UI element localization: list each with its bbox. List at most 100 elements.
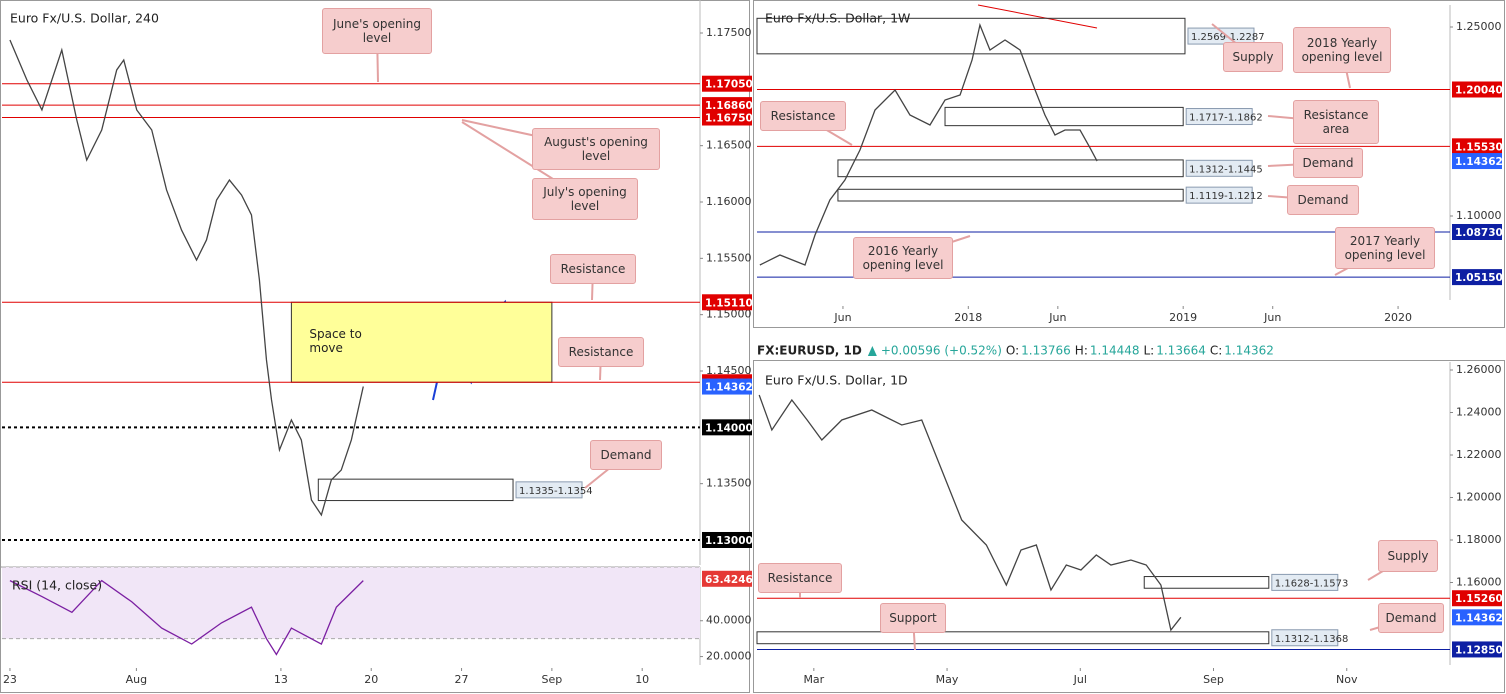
x-tick-label: 20 [364, 673, 378, 686]
callout: Demand [590, 440, 662, 470]
x-tick-label: Jun [1263, 311, 1281, 324]
callout: Demand [1293, 148, 1363, 178]
zone-label-box [1185, 159, 1253, 177]
price-label: 1.14000 [705, 422, 753, 434]
zone-label: 1.1335-1.1354 [519, 486, 593, 497]
y-tick-label: 1.20000 [1456, 490, 1502, 503]
y-tick-label: 1.15500 [706, 251, 752, 264]
x-tick-label: Sep [1203, 673, 1224, 686]
x-tick-label: Jun [1048, 311, 1066, 324]
price-label-box [702, 419, 752, 436]
callout: 2016 Yearly opening level [853, 237, 953, 279]
price-label: 1.17050 [705, 79, 753, 91]
price-label-box [1452, 641, 1502, 658]
panel-border [753, 360, 1505, 693]
price-label: 1.14362 [705, 382, 753, 394]
price-label-box [702, 109, 752, 126]
price-label-box [702, 75, 752, 92]
x-tick-label: 2020 [1384, 311, 1412, 324]
chart-title: Euro Fx/U.S. Dollar, 1W [765, 11, 910, 26]
price-label-box [1452, 153, 1502, 170]
y-tick-label: 1.25000 [1456, 20, 1502, 33]
y-tick-label: 1.14500 [706, 364, 752, 377]
symbol: FX:EURUSD, 1D [757, 344, 862, 358]
x-tick-label: 2018 [954, 311, 982, 324]
x-tick-label: May [936, 673, 959, 686]
price-label-box [1452, 609, 1502, 626]
price-label: 1.15110 [705, 297, 753, 309]
x-tick-label: Sep [542, 673, 563, 686]
x-tick-label: 2019 [1169, 311, 1197, 324]
zone-label-box [1185, 186, 1253, 204]
x-tick-label: Jun [833, 311, 851, 324]
callout: Resistance [760, 101, 846, 131]
callout: 2017 Yearly opening level [1335, 227, 1435, 269]
price-label-box [702, 97, 752, 114]
zone [290, 301, 553, 383]
callout: Resistance area [1293, 100, 1379, 144]
zone-label: 1.1628-1.1573 [1275, 578, 1349, 589]
price-line [758, 394, 1182, 632]
y-tick-label: 1.16500 [706, 139, 752, 152]
price-label-box [1452, 223, 1502, 240]
zone [944, 106, 1184, 127]
x-tick-label: 10 [635, 673, 649, 686]
callout: Resistance [558, 337, 644, 367]
zone-label-box [1271, 629, 1339, 647]
zone-label: 1.1119-1.1212 [1189, 191, 1263, 202]
ohlc-value: 1.13664 [1156, 344, 1206, 358]
chart-title: Euro Fx/U.S. Dollar, 240 [10, 11, 159, 26]
x-tick-label: 13 [274, 673, 288, 686]
price-label: 1.13000 [705, 535, 753, 547]
zone-label: 1.1312-1.1445 [1189, 164, 1263, 175]
zone [317, 478, 514, 502]
price-label-box [1452, 269, 1502, 286]
price-label-box [1452, 138, 1502, 155]
zone-label-box [515, 481, 583, 499]
x-tick-label: 27 [455, 673, 469, 686]
chart-title: RSI (14, close) [12, 578, 102, 593]
callout: August's opening level [532, 128, 660, 170]
ohlc-value: 1.14362 [1224, 344, 1274, 358]
zone [756, 17, 1186, 55]
ohlc-key: O: [1006, 344, 1019, 358]
y-tick-label: 1.18000 [1456, 533, 1502, 546]
callout: 2018 Yearly opening level [1293, 27, 1391, 73]
price-label: 1.16750 [705, 113, 753, 125]
x-tick-label: Nov [1336, 673, 1358, 686]
callout: July's opening level [532, 178, 638, 220]
change: +0.00596 (+0.52%) [881, 344, 1002, 358]
price-line [9, 39, 364, 517]
price-label: 1.15260 [1455, 593, 1503, 605]
y-tick-label: 1.16000 [1456, 576, 1502, 589]
price-label: 1.20040 [1455, 84, 1503, 96]
y-tick-label: 1.22000 [1456, 448, 1502, 461]
y-tick-label: 1.24000 [1456, 405, 1502, 418]
up-arrow [867, 346, 877, 356]
price-label: 1.14362 [1455, 612, 1503, 624]
price-label-box [1452, 590, 1502, 607]
ohlc-value: 1.13766 [1021, 344, 1071, 358]
zone [837, 159, 1184, 178]
price-label: 1.05150 [1455, 272, 1503, 284]
price-label-box [702, 570, 752, 587]
callout: Demand [1287, 185, 1359, 215]
price-label-box [702, 294, 752, 311]
rsi-band [2, 567, 700, 639]
zone [837, 188, 1184, 202]
callout: Resistance [550, 254, 636, 284]
y-tick-label: 1.10000 [1456, 209, 1502, 222]
chart-title: Euro Fx/U.S. Dollar, 1D [765, 373, 908, 388]
zone [1143, 576, 1270, 589]
price-label: 1.16860 [705, 100, 753, 112]
trend-line [977, 4, 1098, 29]
zone-label-box [1271, 573, 1339, 591]
y-tick-label: 1.13500 [706, 477, 752, 490]
y-tick-label: 1.15000 [706, 308, 752, 321]
ohlc-key: C: [1210, 344, 1222, 358]
y-tick-label: 1.26000 [1456, 363, 1502, 376]
callout: Support [880, 603, 946, 633]
callout: Demand [1378, 603, 1444, 633]
price-line [9, 579, 364, 656]
